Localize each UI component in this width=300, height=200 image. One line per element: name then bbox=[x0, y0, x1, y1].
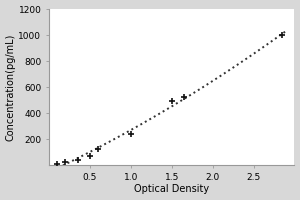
X-axis label: Optical Density: Optical Density bbox=[134, 184, 209, 194]
Y-axis label: Concentration(pg/mL): Concentration(pg/mL) bbox=[6, 33, 16, 141]
